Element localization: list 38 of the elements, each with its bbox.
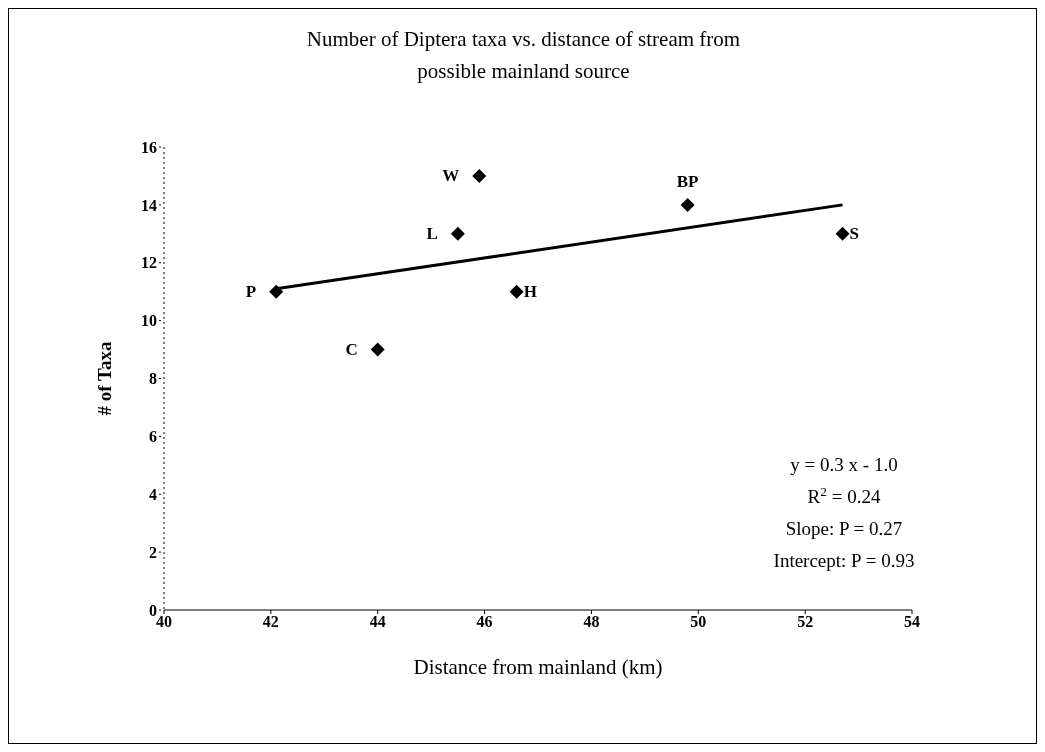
data-label: W xyxy=(442,165,460,185)
x-tick-label: 48 xyxy=(583,613,600,631)
data-label: L xyxy=(426,223,438,243)
y-tick-label: 12 xyxy=(141,254,157,272)
y-tick-label: 6 xyxy=(149,428,157,446)
y-tick-label: 2 xyxy=(149,543,157,561)
x-tick-label: 52 xyxy=(797,613,814,631)
point xyxy=(680,197,695,212)
y-tick-label: 0 xyxy=(149,601,157,619)
point xyxy=(835,226,850,241)
y-tick-label: 10 xyxy=(141,312,157,330)
point xyxy=(370,342,385,357)
annotation: Slope: P = 0.27 xyxy=(785,518,903,539)
y-tick-label: 14 xyxy=(141,196,157,214)
x-tick-label: 40 xyxy=(156,613,172,631)
x-tick-label: 50 xyxy=(690,613,707,631)
chart-title: Number of Diptera taxa vs. distance of stream from possible mainland source xyxy=(305,26,742,85)
annotation: R$^{2}$ = 0.24 xyxy=(807,483,881,507)
data-label: C xyxy=(345,339,358,359)
x-axis-title: Distance from mainland (km) xyxy=(413,655,663,679)
annotation: Intercept: P = 0.93 xyxy=(773,550,915,571)
x-tick-label: 54 xyxy=(904,613,920,631)
y-tick-label: 4 xyxy=(149,485,157,503)
point xyxy=(269,284,284,299)
point xyxy=(509,284,524,299)
point xyxy=(472,168,487,183)
point xyxy=(450,226,465,241)
x-tick-label: 46 xyxy=(476,613,493,631)
y-tick-label: 16 xyxy=(141,138,157,156)
data-label: H xyxy=(523,281,537,301)
y-tick-label: 8 xyxy=(149,370,157,388)
x-tick-label: 42 xyxy=(262,613,279,631)
data-label: BP xyxy=(676,171,699,191)
data-label: P xyxy=(245,281,257,301)
annotation: y = 0.3 x - 1.0 xyxy=(790,454,898,475)
x-tick-label: 44 xyxy=(369,613,386,631)
data-label: S xyxy=(849,223,860,243)
y-axis-title: # of Taxa xyxy=(93,341,115,416)
